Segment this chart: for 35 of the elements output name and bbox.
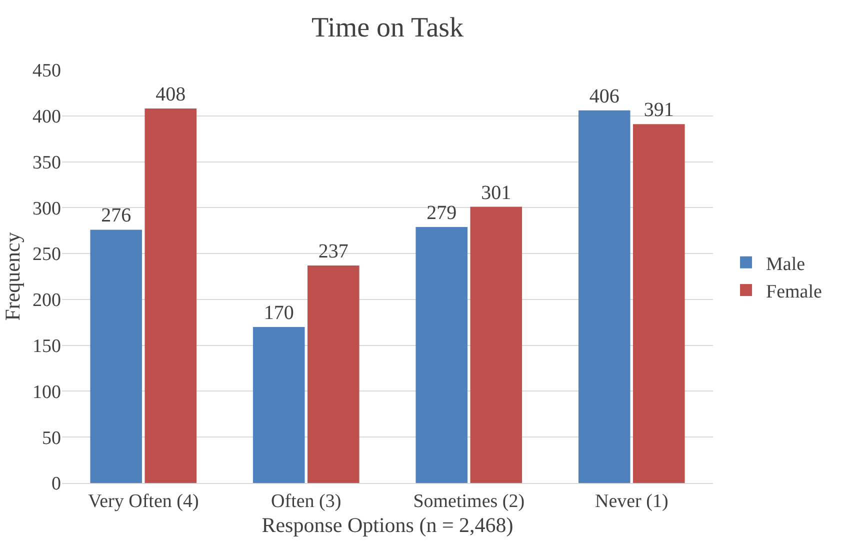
data-label: 170 <box>264 302 294 324</box>
x-tick-label: Never (1) <box>594 490 668 512</box>
bar <box>307 265 360 483</box>
data-label: 301 <box>481 182 512 204</box>
data-label: 279 <box>426 202 457 224</box>
data-label: 408 <box>156 84 186 106</box>
x-tick-label: Sometimes (2) <box>413 490 525 512</box>
y-tick-label: 400 <box>32 106 61 128</box>
data-label: 406 <box>589 85 620 108</box>
data-label: 391 <box>644 99 674 122</box>
bar <box>416 226 468 483</box>
bar <box>90 230 142 483</box>
bar <box>578 110 630 483</box>
y-tick-label: 350 <box>32 152 61 174</box>
y-tick-label: 50 <box>42 428 61 449</box>
x-tick-label: Often (3) <box>271 490 342 512</box>
data-label: 237 <box>318 240 348 262</box>
legend-label: Female <box>766 281 822 302</box>
y-tick-label: 200 <box>32 290 61 312</box>
y-tick-label: 250 <box>32 244 61 266</box>
bar <box>252 326 305 483</box>
y-tick-label: 100 <box>32 382 61 403</box>
y-tick-label: 300 <box>32 198 61 220</box>
bar <box>632 124 685 483</box>
bar <box>144 108 197 483</box>
legend-label: Male <box>766 254 806 275</box>
y-axis-title: Frequency <box>0 232 25 321</box>
chart-title: Time on Task <box>311 12 464 44</box>
y-tick-label: 450 <box>32 60 61 82</box>
y-tick-label: 150 <box>32 336 61 357</box>
data-label: 276 <box>101 204 132 227</box>
y-tick-label: 0 <box>52 474 61 495</box>
x-tick-label: Very Often (4) <box>88 490 199 512</box>
bar <box>470 206 522 483</box>
x-axis-title: Response Options (n = 2,468) <box>262 513 514 537</box>
